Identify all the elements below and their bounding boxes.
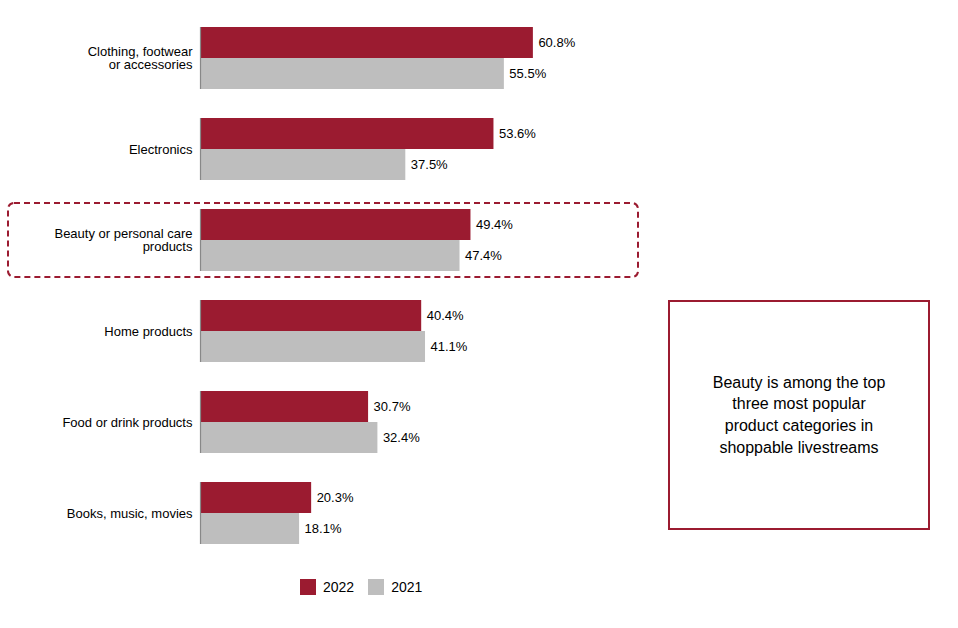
svg-text:Home products: Home products [104, 324, 193, 339]
svg-text:60.8%: 60.8% [538, 35, 575, 50]
svg-text:Beauty or personal careproduct: Beauty or personal careproducts [54, 226, 193, 254]
svg-text:32.4%: 32.4% [383, 430, 420, 445]
svg-text:Electronics: Electronics [129, 142, 193, 157]
svg-text:47.4%: 47.4% [465, 248, 502, 263]
svg-text:30.7%: 30.7% [374, 399, 411, 414]
html-text:2022: 2022 [323, 578, 355, 595]
html-text:2021: 2021 [391, 578, 423, 595]
svg-text:53.6%: 53.6% [499, 126, 536, 141]
svg-text:55.5%: 55.5% [509, 66, 546, 81]
svg-text:Food or drink products: Food or drink products [62, 415, 193, 430]
svg-text:Clothing, footwearor accessori: Clothing, footwearor accessories [88, 44, 193, 72]
svg-text:Books, music, movies: Books, music, movies [67, 506, 193, 521]
svg-text:49.4%: 49.4% [476, 217, 513, 232]
svg-text:20.3%: 20.3% [317, 490, 354, 505]
html-text:Beauty is among the top three: Beauty is among the top three most popul… [712, 373, 886, 456]
svg-text:41.1%: 41.1% [431, 339, 468, 354]
svg-text:37.5%: 37.5% [411, 157, 448, 172]
svg-text:40.4%: 40.4% [427, 308, 464, 323]
svg-text:18.1%: 18.1% [305, 521, 342, 536]
